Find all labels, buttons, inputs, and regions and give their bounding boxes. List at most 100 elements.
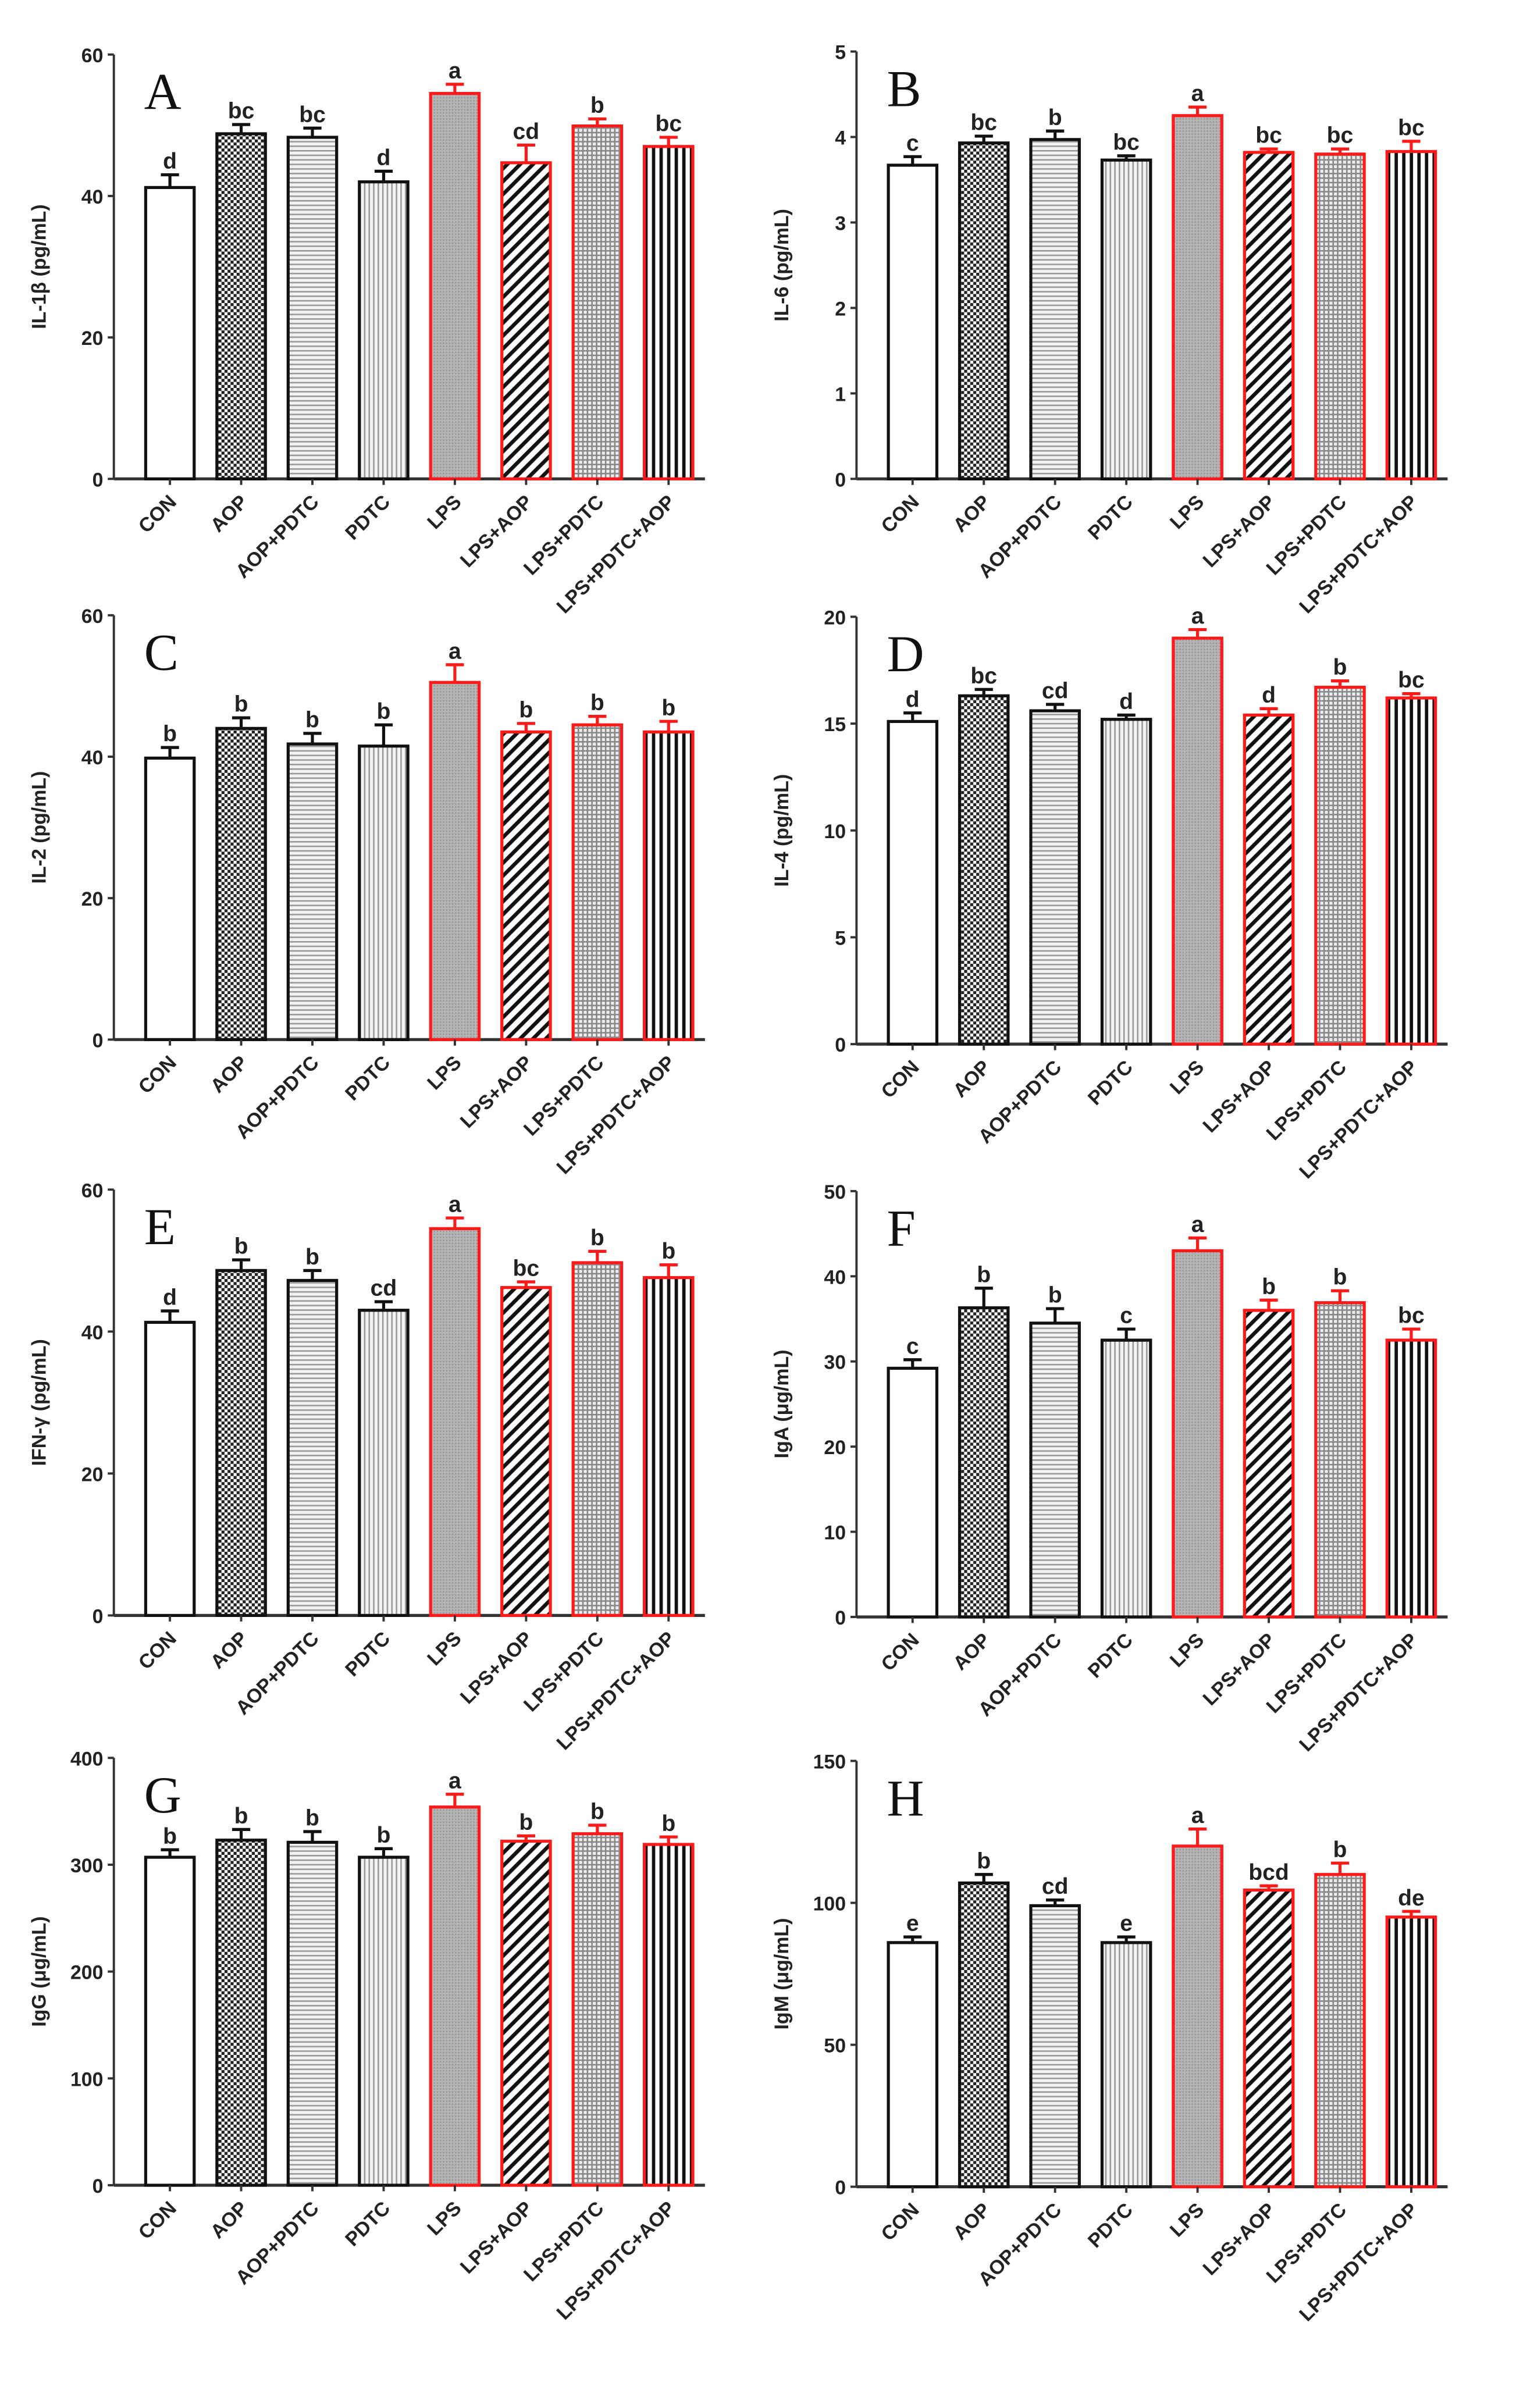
significance-letter: b — [234, 1804, 248, 1829]
x-tick-label: PDTC — [1084, 2199, 1137, 2252]
x-tick-label: LPS — [423, 491, 465, 533]
bar-pdtc — [1100, 158, 1152, 480]
bar-aop-pdtc — [286, 742, 339, 1041]
significance-letter: b — [234, 692, 248, 717]
significance-letter: b — [305, 1245, 319, 1270]
bar-pdtc — [358, 1855, 410, 2187]
y-tick-label: 50 — [824, 1181, 846, 1203]
significance-letter: bc — [970, 664, 997, 689]
x-tick-label: CON — [134, 491, 181, 537]
significance-letter: b — [1333, 655, 1347, 680]
significance-letter: a — [1191, 81, 1204, 106]
y-axis-label: IL-2 (pg/mL) — [28, 771, 50, 884]
bar-aop — [958, 141, 1010, 480]
significance-letter: cd — [513, 119, 540, 144]
y-tick-label: 0 — [92, 2175, 104, 2197]
bar-pdtc — [358, 1309, 410, 1617]
bar-aop-pdtc — [286, 1278, 339, 1617]
significance-letter: bc — [1398, 1303, 1425, 1328]
significance-letter: c — [906, 1334, 919, 1359]
significance-letter: bc — [1255, 123, 1282, 148]
x-tick-label: LPS+PDTC+AOP — [1295, 1629, 1422, 1755]
y-tick-label: 40 — [81, 747, 104, 769]
y-tick-label: 1 — [835, 383, 846, 405]
significance-letter: d — [1119, 689, 1133, 714]
x-tick-label: AOP — [206, 1627, 252, 1673]
significance-letter: bc — [655, 112, 682, 137]
y-axis-label: IgG (μg/mL) — [28, 1917, 50, 2027]
y-tick-label: 30 — [824, 1352, 846, 1374]
significance-letter: d — [906, 687, 920, 712]
significance-letter: c — [906, 131, 919, 156]
x-tick-label: LPS+PDTC+AOP — [553, 491, 679, 618]
panel-letter: H — [887, 1770, 924, 1827]
x-tick-label: PDTC — [1084, 491, 1137, 544]
bar-lps-aop — [500, 730, 552, 1041]
x-tick-label: LPS — [1166, 491, 1208, 533]
x-tick-label: LPS+PDTC+AOP — [553, 2197, 679, 2324]
y-tick-label: 20 — [81, 888, 104, 910]
y-axis-label: IL-6 (pg/mL) — [771, 209, 793, 322]
bar-pdtc — [358, 745, 410, 1041]
bar-lps-pdtc — [571, 124, 624, 480]
x-tick-label: CON — [134, 1627, 181, 1674]
bar-con — [144, 1855, 196, 2187]
panel-letter: B — [887, 60, 921, 117]
x-tick-label: PDTC — [341, 491, 394, 544]
bar-lps — [1172, 1844, 1223, 2189]
y-tick-label: 20 — [824, 607, 846, 629]
bar-con — [887, 163, 939, 480]
y-tick-label: 60 — [81, 1180, 104, 1202]
significance-letter: b — [305, 707, 319, 732]
bar-con — [144, 186, 196, 480]
y-tick-label: 10 — [824, 821, 846, 843]
bar-pdtc — [358, 180, 410, 480]
significance-letter: b — [661, 696, 675, 721]
x-tick-label: AOP — [949, 2199, 995, 2245]
significance-letter: bcd — [1248, 1860, 1289, 1885]
y-tick-label: 100 — [70, 2068, 104, 2090]
bar-pdtc — [1100, 718, 1152, 1046]
x-tick-label: LPS — [1166, 1056, 1208, 1099]
panel-letter: C — [144, 625, 179, 682]
y-tick-label: 0 — [835, 1607, 846, 1629]
significance-letter: d — [377, 145, 391, 170]
x-tick-label: CON — [877, 1629, 923, 1675]
significance-letter: a — [1191, 1803, 1204, 1828]
x-tick-label: LPS — [1166, 2199, 1208, 2241]
significance-letter: b — [163, 1824, 177, 1849]
significance-letter: bc — [1398, 115, 1425, 140]
bar-lps-pdtc-aop — [642, 730, 695, 1041]
y-tick-label: 300 — [70, 1855, 104, 1877]
bar-pdtc — [1100, 1338, 1152, 1619]
significance-letter: a — [1191, 604, 1204, 629]
significance-letter: a — [1191, 1212, 1204, 1237]
y-tick-label: 40 — [81, 1321, 104, 1344]
x-tick-label: AOP — [949, 491, 995, 537]
significance-letter: b — [661, 1239, 675, 1264]
x-tick-label: AOP — [206, 491, 252, 537]
y-tick-label: 15 — [824, 714, 846, 736]
x-tick-label: AOP — [206, 1052, 252, 1098]
bar-lps-pdtc — [1314, 686, 1366, 1046]
y-tick-label: 40 — [824, 1266, 846, 1288]
significance-letter: bc — [1327, 123, 1354, 148]
bar-aop-pdtc — [1029, 138, 1081, 480]
significance-letter: b — [1048, 1283, 1062, 1308]
bar-con — [887, 719, 939, 1046]
significance-letter: b — [377, 699, 391, 724]
significance-letter: b — [590, 93, 604, 118]
x-tick-label: PDTC — [341, 1052, 394, 1105]
y-tick-label: 60 — [81, 605, 104, 628]
bar-lps-pdtc — [1314, 1301, 1366, 1619]
x-tick-label: LPS — [423, 1627, 465, 1670]
bar-lps-pdtc — [571, 1832, 624, 2187]
bar-aop — [958, 1306, 1010, 1619]
bar-lps — [1172, 114, 1223, 480]
